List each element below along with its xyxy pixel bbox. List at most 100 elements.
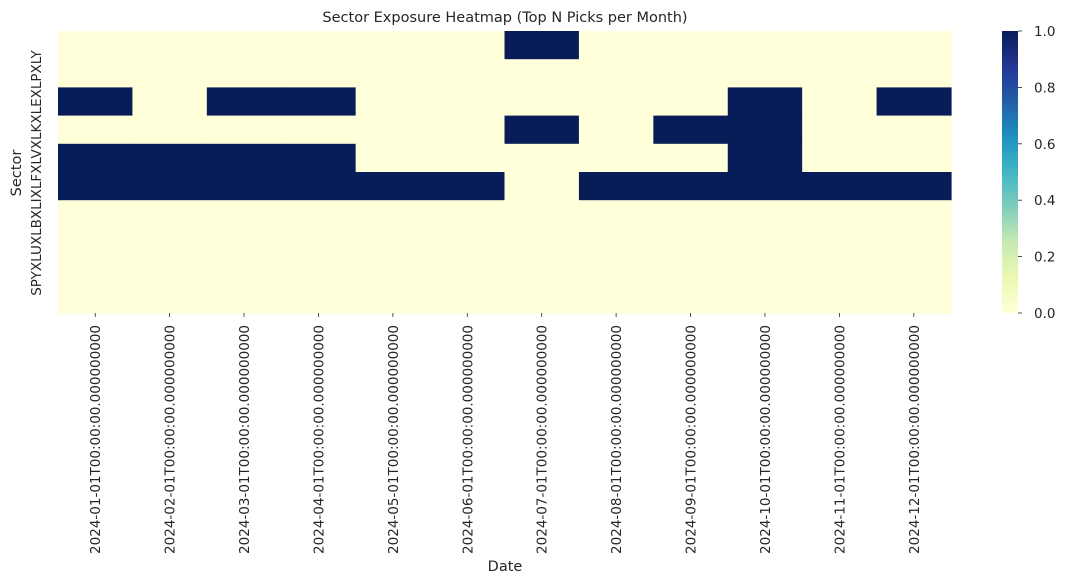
heatmap-cell-XLU-11 xyxy=(802,256,878,286)
heatmap-cell-XLB-4 xyxy=(281,228,357,258)
heatmap-cell-XLP-8 xyxy=(578,59,654,88)
heatmap-cell-XLB-8 xyxy=(578,228,654,258)
heatmap-cell-XLY-3 xyxy=(206,31,282,60)
heatmap-cell-XLE-2 xyxy=(132,87,208,117)
heatmap-cell-XLY-9 xyxy=(653,31,729,60)
heatmap-cell-XLK-9 xyxy=(653,115,729,145)
colorbar-tick-label: 0.4 xyxy=(1034,193,1055,209)
x-axis-label: Date xyxy=(488,559,523,575)
x-tick-label: 2024-06-01T00:00:00.000000000 xyxy=(460,325,476,554)
heatmap-cell-SPY-7 xyxy=(504,284,580,314)
x-tick-label: 2024-07-01T00:00:00.000000000 xyxy=(535,325,551,554)
heatmap-cell-XLP-9 xyxy=(653,59,729,88)
heatmap-cell-XLE-3 xyxy=(206,87,282,117)
heatmap-cell-XLY-8 xyxy=(578,31,654,60)
heatmap-cell-XLY-12 xyxy=(876,31,952,60)
y-axis-label: Sector xyxy=(9,150,25,197)
x-tick-label: 2024-09-01T00:00:00.000000000 xyxy=(684,325,700,554)
chart-title: Sector Exposure Heatmap (Top N Picks per… xyxy=(322,10,687,26)
heatmap-cell-XLF-12 xyxy=(876,172,952,201)
heatmap-cell-SPY-6 xyxy=(430,284,506,314)
heatmap-cell-XLI-1 xyxy=(58,200,134,229)
heatmap-cell-XLV-3 xyxy=(206,143,282,173)
colorbar-tick-label: 0.2 xyxy=(1034,250,1055,266)
heatmap-cell-XLB-9 xyxy=(653,228,729,258)
colorbar-tick-label: 0.0 xyxy=(1034,306,1055,322)
heatmap-cell-XLB-12 xyxy=(876,228,952,258)
heatmap-cell-XLF-8 xyxy=(578,172,654,201)
heatmap-cell-XLF-9 xyxy=(653,172,729,201)
y-tick-labels: SPYXLUXLBXLIXLFXLVXLKXLEXLPXLY xyxy=(29,49,45,295)
heatmap-cell-XLK-7 xyxy=(504,115,580,145)
heatmap-cell-XLE-5 xyxy=(355,87,431,117)
heatmap-cell-XLY-2 xyxy=(132,31,208,60)
colorbar-tick-label: 1.0 xyxy=(1034,24,1055,40)
heatmap-cell-XLV-6 xyxy=(430,143,506,173)
heatmap-cell-XLI-3 xyxy=(206,200,282,229)
heatmap-cell-XLB-2 xyxy=(132,228,208,258)
heatmap-cell-XLV-8 xyxy=(578,143,654,173)
heatmap-cell-SPY-1 xyxy=(58,284,134,314)
heatmap-cell-XLE-11 xyxy=(802,87,878,117)
heatmap-cell-XLU-5 xyxy=(355,256,431,286)
heatmap-cell-XLI-10 xyxy=(727,200,803,229)
heatmap-cell-XLB-5 xyxy=(355,228,431,258)
heatmap-cell-XLK-4 xyxy=(281,115,357,145)
heatmap-cell-XLB-6 xyxy=(430,228,506,258)
heatmap-cell-XLK-12 xyxy=(876,115,952,145)
heatmap-cell-XLY-6 xyxy=(430,31,506,60)
heatmap-cell-XLV-5 xyxy=(355,143,431,173)
heatmap-cell-XLE-12 xyxy=(876,87,952,117)
heatmap-cell-XLU-8 xyxy=(578,256,654,286)
heatmap-cell-XLF-1 xyxy=(58,172,134,201)
heatmap-cell-XLV-11 xyxy=(802,143,878,173)
heatmap-cell-XLY-4 xyxy=(281,31,357,60)
heatmap-cell-XLK-11 xyxy=(802,115,878,145)
heatmap-cell-XLV-2 xyxy=(132,143,208,173)
heatmap-cell-XLP-2 xyxy=(132,59,208,88)
heatmap-cell-SPY-10 xyxy=(727,284,803,314)
heatmap-cell-SPY-4 xyxy=(281,284,357,314)
heatmap-cell-XLP-7 xyxy=(504,59,580,88)
heatmap-cell-XLV-10 xyxy=(727,143,803,173)
colorbar-tick-label: 0.8 xyxy=(1034,80,1055,96)
heatmap-cell-XLF-11 xyxy=(802,172,878,201)
x-tick-label: 2024-08-01T00:00:00.000000000 xyxy=(609,325,625,554)
heatmap-cell-SPY-2 xyxy=(132,284,208,314)
heatmap-cell-XLF-2 xyxy=(132,172,208,201)
heatmap-cell-XLK-6 xyxy=(430,115,506,145)
heatmap-cell-XLP-5 xyxy=(355,59,431,88)
heatmap-cell-XLF-5 xyxy=(355,172,431,201)
heatmap-cell-XLK-8 xyxy=(578,115,654,145)
heatmap-cell-XLK-3 xyxy=(206,115,282,145)
heatmap-cell-XLE-7 xyxy=(504,87,580,117)
heatmap-cell-XLU-7 xyxy=(504,256,580,286)
heatmap-cell-SPY-12 xyxy=(876,284,952,314)
heatmap-cell-XLF-10 xyxy=(727,172,803,201)
heatmap-cell-XLF-7 xyxy=(504,172,580,201)
x-tick-label: 2024-11-01T00:00:00.000000000 xyxy=(832,325,848,554)
heatmap-cell-XLK-10 xyxy=(727,115,803,145)
heatmap-cell-XLY-10 xyxy=(727,31,803,60)
colorbar xyxy=(1002,31,1018,313)
heatmap-cell-XLU-1 xyxy=(58,256,134,286)
heatmap-cell-XLE-8 xyxy=(578,87,654,117)
heatmap-cell-XLK-5 xyxy=(355,115,431,145)
x-tick-label: 2024-10-01T00:00:00.000000000 xyxy=(758,325,774,554)
heatmap-cell-XLU-10 xyxy=(727,256,803,286)
heatmap-cell-XLB-3 xyxy=(206,228,282,258)
heatmap-cell-XLE-1 xyxy=(58,87,134,117)
heatmap-cell-XLB-11 xyxy=(802,228,878,258)
heatmap-cell-XLI-11 xyxy=(802,200,878,229)
heatmap-cell-XLU-2 xyxy=(132,256,208,286)
heatmap-cell-XLI-2 xyxy=(132,200,208,229)
heatmap-cell-XLP-11 xyxy=(802,59,878,88)
heatmap-cell-XLY-1 xyxy=(58,31,134,60)
heatmap-cell-SPY-8 xyxy=(578,284,654,314)
heatmap-cell-SPY-3 xyxy=(206,284,282,314)
heatmap-cell-XLI-12 xyxy=(876,200,952,229)
heatmap-cell-XLE-9 xyxy=(653,87,729,117)
x-tick-label: 2024-03-01T00:00:00.000000000 xyxy=(237,325,253,554)
heatmap-cell-XLE-4 xyxy=(281,87,357,117)
heatmap-cell-XLP-10 xyxy=(727,59,803,88)
